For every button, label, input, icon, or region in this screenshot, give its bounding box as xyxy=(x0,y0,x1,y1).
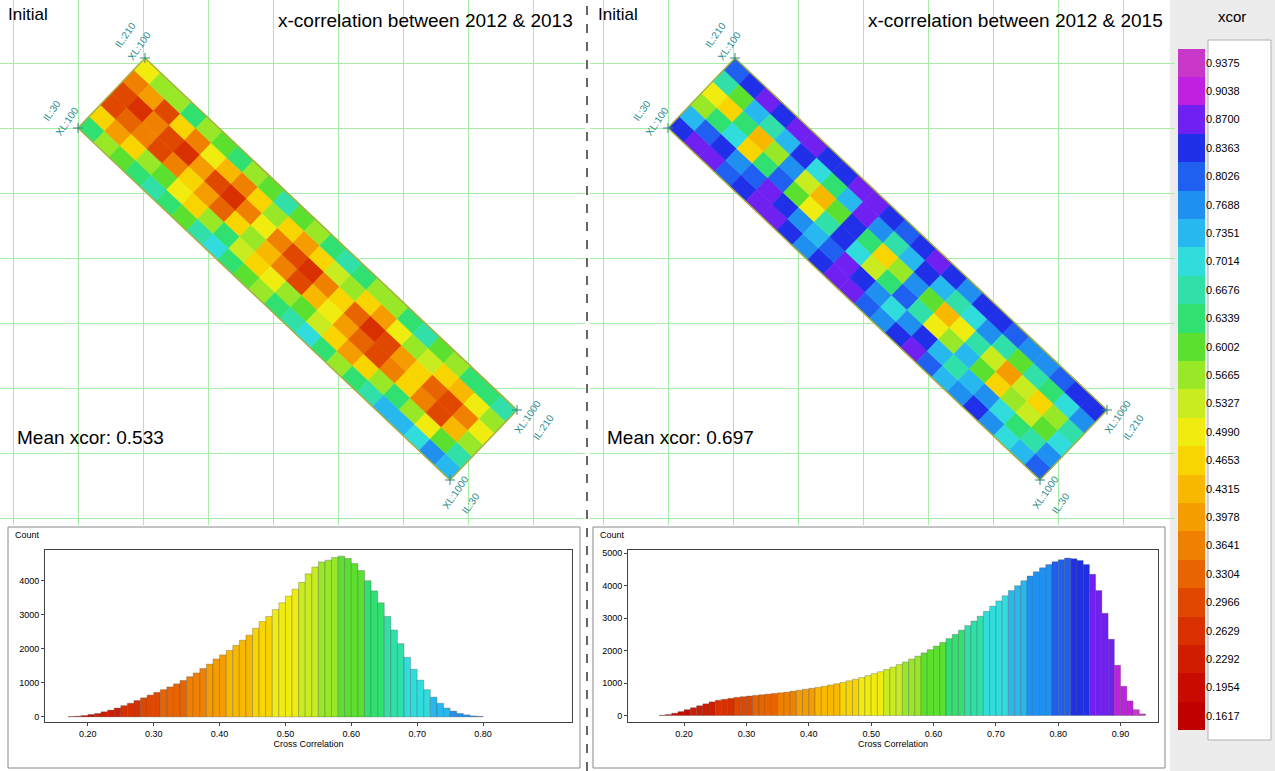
svg-text:IL:30: IL:30 xyxy=(41,98,63,123)
svg-text:0.6002: 0.6002 xyxy=(1206,341,1240,353)
svg-text:0.8700: 0.8700 xyxy=(1206,113,1240,125)
svg-text:0.4315: 0.4315 xyxy=(1206,483,1240,495)
svg-text:0.50: 0.50 xyxy=(862,729,880,739)
svg-text:0.30: 0.30 xyxy=(738,729,756,739)
svg-text:0.5327: 0.5327 xyxy=(1206,397,1240,409)
svg-text:XL:100: XL:100 xyxy=(126,29,153,62)
svg-text:Cross Correlation: Cross Correlation xyxy=(273,739,343,749)
svg-text:0.2292: 0.2292 xyxy=(1206,653,1240,665)
svg-text:XL:1000: XL:1000 xyxy=(440,474,471,511)
svg-text:0.60: 0.60 xyxy=(343,729,361,739)
svg-text:5000: 5000 xyxy=(602,548,622,558)
svg-text:Mean xcor: 0.533: Mean xcor: 0.533 xyxy=(17,427,164,448)
svg-text:0.50: 0.50 xyxy=(277,729,295,739)
svg-text:x-correlation between 2012 & 2: x-correlation between 2012 & 2015 xyxy=(868,10,1163,31)
svg-text:0.30: 0.30 xyxy=(145,729,163,739)
svg-text:0.80: 0.80 xyxy=(474,729,492,739)
svg-text:0.40: 0.40 xyxy=(211,729,229,739)
svg-text:0.80: 0.80 xyxy=(1049,729,1067,739)
svg-text:0.20: 0.20 xyxy=(675,729,693,739)
svg-text:0.7351: 0.7351 xyxy=(1206,227,1240,239)
svg-text:0: 0 xyxy=(617,711,622,721)
svg-text:Initial: Initial xyxy=(598,5,638,24)
svg-text:0.1954: 0.1954 xyxy=(1206,681,1240,693)
svg-text:0.7014: 0.7014 xyxy=(1206,255,1240,267)
svg-text:0.1617: 0.1617 xyxy=(1206,710,1240,722)
svg-text:Initial: Initial xyxy=(8,5,48,24)
svg-text:0.7688: 0.7688 xyxy=(1206,199,1240,211)
svg-text:0.6339: 0.6339 xyxy=(1206,312,1240,324)
svg-text:IL:210: IL:210 xyxy=(113,20,138,49)
svg-text:0.2966: 0.2966 xyxy=(1206,596,1240,608)
svg-text:Cross Correlation: Cross Correlation xyxy=(858,739,928,749)
svg-text:0.2629: 0.2629 xyxy=(1206,625,1240,637)
svg-text:0.60: 0.60 xyxy=(925,729,943,739)
svg-text:2000: 2000 xyxy=(602,646,622,656)
svg-text:3000: 3000 xyxy=(602,613,622,623)
svg-text:IL:30: IL:30 xyxy=(631,98,653,123)
svg-text:0.6676: 0.6676 xyxy=(1206,284,1240,296)
svg-text:0.40: 0.40 xyxy=(800,729,818,739)
svg-text:XL:100: XL:100 xyxy=(716,29,743,62)
svg-text:IL:30: IL:30 xyxy=(460,491,482,516)
svg-text:XL:100: XL:100 xyxy=(643,105,670,138)
svg-text:0.70: 0.70 xyxy=(408,729,426,739)
svg-text:IL:30: IL:30 xyxy=(1050,491,1072,516)
svg-text:xcor: xcor xyxy=(1218,8,1246,25)
svg-text:3000: 3000 xyxy=(19,610,39,620)
svg-text:0.70: 0.70 xyxy=(987,729,1005,739)
svg-text:x-correlation between 2012 & 2: x-correlation between 2012 & 2013 xyxy=(278,10,573,31)
svg-text:0.3978: 0.3978 xyxy=(1206,511,1240,523)
svg-text:Count: Count xyxy=(600,530,625,540)
svg-text:0.4990: 0.4990 xyxy=(1206,426,1240,438)
svg-text:XL:1000: XL:1000 xyxy=(1030,474,1061,511)
svg-text:IL:210: IL:210 xyxy=(703,20,728,49)
svg-text:4000: 4000 xyxy=(19,576,39,586)
svg-text:1000: 1000 xyxy=(602,678,622,688)
svg-text:IL:210: IL:210 xyxy=(531,412,556,441)
svg-text:Mean xcor: 0.697: Mean xcor: 0.697 xyxy=(607,427,754,448)
svg-text:IL:210: IL:210 xyxy=(1121,412,1146,441)
svg-text:1000: 1000 xyxy=(19,678,39,688)
svg-text:0.8026: 0.8026 xyxy=(1206,170,1240,182)
svg-text:0.8363: 0.8363 xyxy=(1206,142,1240,154)
svg-text:0.9375: 0.9375 xyxy=(1206,57,1240,69)
svg-text:2000: 2000 xyxy=(19,644,39,654)
svg-text:0.3641: 0.3641 xyxy=(1206,539,1240,551)
svg-text:0.90: 0.90 xyxy=(1112,729,1130,739)
svg-text:0.20: 0.20 xyxy=(79,729,97,739)
svg-text:XL:100: XL:100 xyxy=(53,105,80,138)
svg-text:0.4653: 0.4653 xyxy=(1206,454,1240,466)
svg-text:Count: Count xyxy=(15,530,40,540)
svg-text:0.9038: 0.9038 xyxy=(1206,85,1240,97)
svg-text:0.3304: 0.3304 xyxy=(1206,568,1240,580)
svg-text:0.5665: 0.5665 xyxy=(1206,369,1240,381)
svg-text:XL:1000: XL:1000 xyxy=(1102,398,1133,435)
svg-text:4000: 4000 xyxy=(602,581,622,591)
svg-text:XL:1000: XL:1000 xyxy=(512,398,543,435)
svg-text:0: 0 xyxy=(34,712,39,722)
